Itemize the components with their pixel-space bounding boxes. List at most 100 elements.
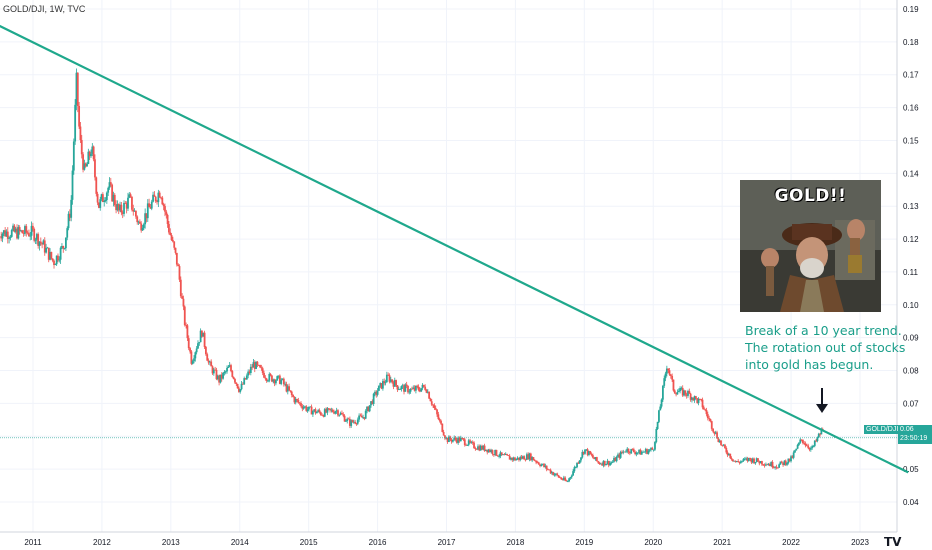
candle-body <box>729 453 732 459</box>
candle-body <box>528 453 531 460</box>
candle-body <box>631 448 634 450</box>
candle-body <box>280 379 283 384</box>
candle-body <box>264 377 267 379</box>
candle-body <box>808 447 811 450</box>
candle-body <box>672 379 675 391</box>
candle-body <box>300 403 302 407</box>
candle-body <box>766 464 769 466</box>
candle-body <box>404 384 407 392</box>
x-tick-label: 2013 <box>162 538 180 547</box>
candle-body <box>638 449 641 453</box>
candle-body <box>552 472 555 476</box>
candle-body <box>10 230 13 237</box>
last-price-value: 0.06 <box>900 426 914 433</box>
candle-body <box>375 391 378 395</box>
candle-body <box>80 140 83 155</box>
candle-body <box>372 393 375 404</box>
candle-body <box>514 457 516 461</box>
candle-body <box>570 475 573 478</box>
candle-body <box>436 409 438 415</box>
candle-body <box>187 338 190 349</box>
candle-body <box>95 177 98 194</box>
trendline <box>0 24 909 474</box>
candle-body <box>193 358 195 362</box>
candle-body <box>381 381 384 389</box>
candle-body <box>252 362 255 368</box>
candle-body <box>72 141 75 171</box>
candle-body <box>555 473 557 475</box>
candle-body <box>109 182 112 185</box>
candle-body <box>432 404 434 406</box>
candle-body <box>422 384 425 387</box>
candle-body <box>726 452 729 456</box>
candle-body <box>485 449 487 451</box>
candle-body <box>148 203 151 208</box>
candle-body <box>606 460 609 465</box>
candle-body <box>617 454 619 457</box>
candle-body <box>742 458 745 461</box>
candle-body <box>62 246 65 249</box>
candle-body <box>630 448 633 454</box>
candle-body <box>368 405 371 412</box>
candle-body <box>37 234 40 246</box>
candle-body <box>712 428 714 432</box>
candle-body <box>553 474 556 476</box>
y-tick-label: 0.12 <box>903 235 919 244</box>
candle-body <box>374 391 376 394</box>
candle-body <box>424 386 427 390</box>
candle-body <box>68 213 71 218</box>
candle-body <box>352 421 355 423</box>
candle-body <box>772 467 775 469</box>
candle-body <box>123 202 125 214</box>
candle-body <box>524 459 527 461</box>
candle-body <box>486 449 489 453</box>
candle-body <box>702 407 705 410</box>
candle-body <box>569 477 572 479</box>
candle-body <box>4 230 7 237</box>
candle-body <box>417 386 420 390</box>
candle-body <box>277 375 280 377</box>
candle-body <box>737 461 740 463</box>
candle-body <box>798 442 800 445</box>
meme-picture <box>740 180 881 312</box>
candle-body <box>322 415 325 417</box>
candle-body <box>520 456 523 459</box>
candle-body <box>691 397 693 400</box>
candle-body <box>610 462 613 464</box>
candle-body <box>341 412 343 415</box>
candle-body <box>466 444 469 446</box>
candle-body <box>400 386 403 390</box>
candle-body <box>259 365 261 368</box>
candle-body <box>786 462 788 465</box>
candle-body <box>499 452 502 457</box>
candle-body <box>302 407 305 409</box>
candle-body <box>351 420 354 423</box>
candle-body <box>454 437 457 440</box>
candle-body <box>455 439 458 443</box>
candle-body <box>347 418 350 420</box>
candle-body <box>598 462 601 464</box>
candle-body <box>643 451 646 453</box>
candle-body <box>301 406 304 409</box>
candle-body <box>705 410 708 415</box>
candle-body <box>475 448 478 450</box>
candle-body <box>24 226 26 234</box>
candle-body <box>297 400 300 403</box>
candle-body <box>544 465 547 467</box>
candle-body <box>190 351 193 364</box>
candle-body <box>149 207 152 209</box>
candle-body <box>743 458 746 460</box>
candle-body <box>576 462 578 468</box>
candle-body <box>581 451 584 458</box>
candle-body <box>494 449 497 455</box>
candle-body <box>718 440 721 443</box>
candle-body <box>459 437 462 442</box>
candle-body <box>189 348 191 352</box>
candle-body <box>621 451 623 453</box>
candle-body <box>17 227 20 239</box>
candle-body <box>138 221 141 224</box>
candle-body <box>282 378 285 385</box>
candle-body <box>683 390 685 396</box>
